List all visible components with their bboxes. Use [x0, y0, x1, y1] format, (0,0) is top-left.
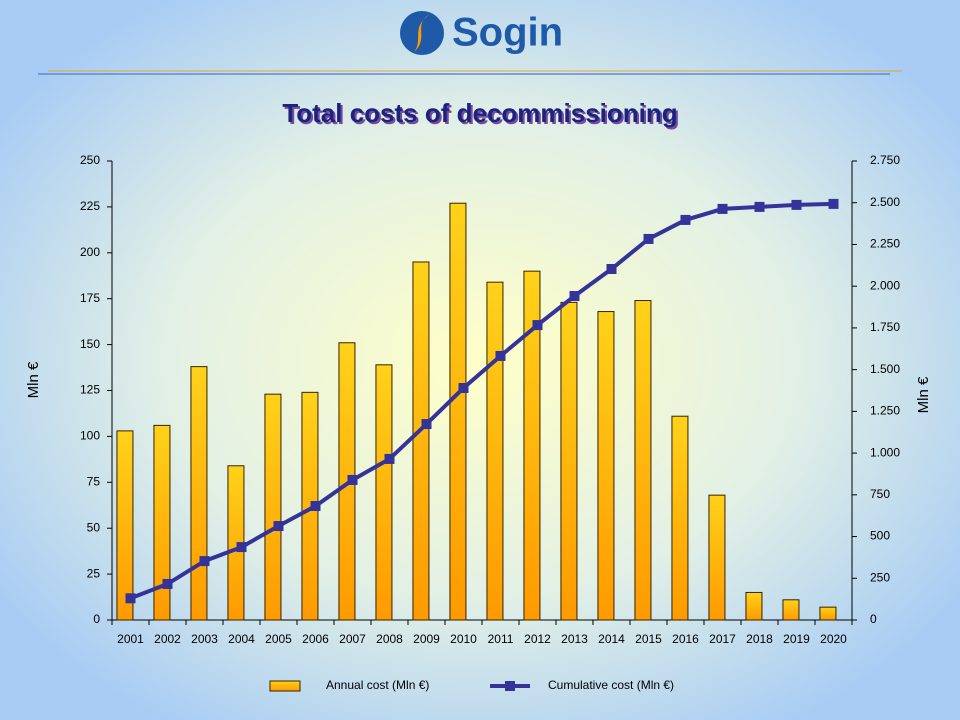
line-marker [791, 199, 802, 210]
y-tick-label: 200 [80, 245, 100, 259]
y-tick-label: 225 [80, 199, 100, 213]
line-marker [347, 474, 358, 485]
line-marker [680, 214, 691, 225]
legend-swatch [269, 680, 301, 692]
y2-tick-label: 500 [870, 529, 890, 543]
line-marker [643, 233, 654, 244]
x-tick-label: 2006 [302, 632, 329, 646]
y-axis-label: Mln € [25, 361, 42, 398]
logo: Sogin [400, 11, 563, 55]
y2-tick-label: 2.500 [870, 195, 900, 209]
x-tick-label: 2013 [561, 632, 588, 646]
logo-swoosh [414, 14, 430, 52]
legend-label: Cumulative cost (Mln €) [548, 678, 674, 692]
title-shadow: Total costs of decommissioning [284, 100, 679, 130]
x-tick-label: 2004 [228, 632, 255, 646]
y-tick-label: 0 [93, 612, 100, 626]
y2-tick-label: 1.000 [870, 445, 900, 459]
bar [116, 430, 134, 621]
x-tick-label: 2005 [265, 632, 292, 646]
y-tick-label: 25 [87, 566, 101, 580]
bar [708, 494, 726, 621]
bar [634, 300, 652, 621]
bar [745, 591, 763, 621]
x-tick-label: 2010 [450, 632, 477, 646]
chart-title: Total costs of decommissioning [282, 98, 677, 128]
y-tick-label: 250 [80, 153, 100, 167]
bar [671, 415, 689, 621]
bar [486, 281, 504, 621]
y-tick-label: 150 [80, 337, 100, 351]
y2-tick-label: 1.500 [870, 362, 900, 376]
bar [782, 599, 800, 621]
x-tick-label: 2001 [117, 632, 144, 646]
x-tick-label: 2020 [820, 632, 847, 646]
line-marker [754, 201, 765, 212]
x-tick-label: 2009 [413, 632, 440, 646]
line-marker [125, 593, 136, 604]
legend-label: Annual cost (Mln €) [326, 678, 429, 692]
bar [819, 606, 837, 621]
line-marker [236, 542, 247, 553]
line-marker [384, 453, 395, 464]
bar [412, 261, 430, 621]
y2-axis-label: Mln € [915, 376, 932, 413]
x-tick-label: 2019 [783, 632, 810, 646]
line-marker [162, 578, 173, 589]
line-marker [421, 419, 432, 430]
y2-tick-label: 250 [870, 570, 890, 584]
line-marker [495, 350, 506, 361]
x-tick-label: 2018 [746, 632, 773, 646]
bar [449, 202, 467, 621]
x-tick-label: 2007 [339, 632, 366, 646]
line-marker [532, 320, 543, 331]
legend-swatch [505, 681, 515, 691]
logo-mark [400, 11, 444, 55]
y2-tick-label: 1.750 [870, 320, 900, 334]
x-tick-label: 2003 [191, 632, 218, 646]
y2-tick-label: 1.250 [870, 404, 900, 418]
line-marker [606, 263, 617, 274]
line-marker [310, 501, 321, 512]
x-tick-label: 2014 [598, 632, 625, 646]
line-marker [717, 203, 728, 214]
bar [264, 393, 282, 621]
bar [560, 301, 578, 621]
x-tick-label: 2011 [488, 632, 514, 646]
brand: Sogin [452, 11, 563, 55]
x-tick-label: 2002 [154, 632, 181, 646]
y2-tick-label: 0 [870, 612, 877, 626]
y-tick-label: 175 [80, 291, 100, 305]
line-marker [828, 198, 839, 209]
line-marker [273, 521, 284, 532]
y2-tick-label: 2.000 [870, 278, 900, 292]
y-tick-label: 50 [87, 520, 101, 534]
bar [190, 366, 208, 621]
bar [523, 270, 541, 621]
x-tick-label: 2015 [635, 632, 662, 646]
y-tick-label: 125 [80, 383, 100, 397]
y-tick-label: 75 [87, 474, 101, 488]
x-tick-label: 2017 [709, 632, 736, 646]
line [129, 201, 834, 601]
line-marker [458, 382, 469, 393]
bar [153, 424, 171, 621]
bar [597, 311, 615, 621]
y2-tick-label: 750 [870, 487, 890, 501]
bar [375, 364, 393, 621]
x-tick-label: 2008 [376, 632, 403, 646]
y-tick-label: 100 [80, 429, 100, 443]
x-tick-label: 2016 [672, 632, 699, 646]
x-tick-label: 2012 [524, 632, 551, 646]
line-marker [569, 291, 580, 302]
y2-tick-label: 2.750 [870, 153, 900, 167]
line-marker [199, 556, 210, 567]
y2-tick-label: 2.250 [870, 237, 900, 251]
